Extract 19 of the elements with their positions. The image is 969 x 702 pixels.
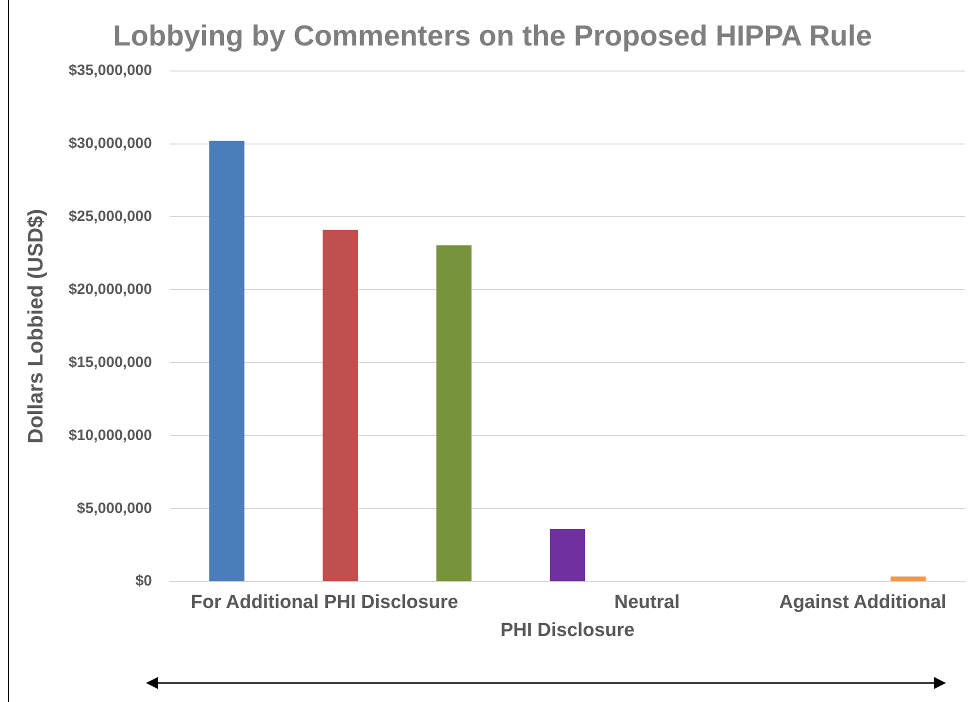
y-tick-label: $0 (135, 572, 152, 590)
text: PHI Disclosure (500, 620, 635, 642)
y-tick-label: $20,000,000 (68, 280, 152, 298)
text: Against Additional (779, 592, 946, 614)
y-tick-label: $25,000,000 (68, 208, 152, 225)
y-tick-label: $10,000,000 (68, 426, 152, 444)
chart-title: Lobbying by Commenters on the Proposed HIPPA Rule (113, 20, 872, 52)
bar (550, 529, 586, 582)
bar (890, 576, 926, 582)
y-tick-label: $5,000,000 (76, 500, 152, 517)
y-tick-label: $35,000,000 (68, 62, 152, 79)
y-tick-label: $30,000,000 (68, 134, 152, 152)
text: For Additional PHI Disclosure (190, 592, 458, 614)
text: Neutral (614, 592, 680, 614)
y-tick-label: $15,000,000 (68, 354, 152, 371)
y-axis-title: Dollars Lobbied (USD$) (24, 208, 48, 444)
bar (436, 245, 472, 582)
bar (322, 230, 358, 582)
bar (209, 140, 244, 582)
